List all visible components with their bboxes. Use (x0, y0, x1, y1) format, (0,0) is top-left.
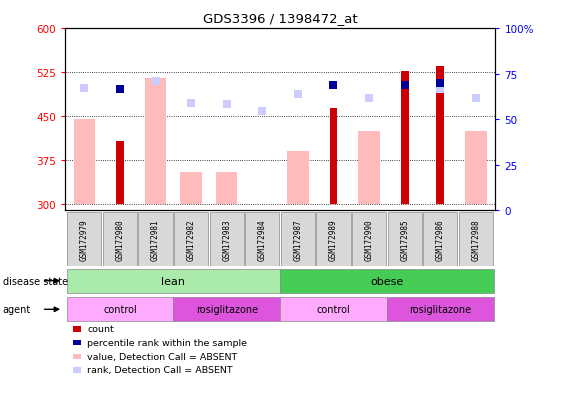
Text: GSM172981: GSM172981 (151, 218, 160, 260)
Text: lean: lean (162, 276, 185, 286)
Text: agent: agent (3, 304, 31, 315)
Bar (387, 212, 422, 266)
Bar (145, 79, 166, 205)
Text: control: control (316, 304, 350, 315)
Bar (316, 212, 351, 266)
Text: GSM172983: GSM172983 (222, 218, 231, 260)
Text: GSM172989: GSM172989 (329, 218, 338, 260)
Bar (216, 173, 238, 205)
Bar (401, 72, 409, 205)
Bar (66, 269, 280, 293)
Bar (359, 131, 380, 205)
Text: GSM172982: GSM172982 (186, 218, 195, 260)
Bar (74, 120, 95, 205)
Text: GSM172985: GSM172985 (400, 218, 409, 260)
Text: GSM172986: GSM172986 (436, 218, 445, 260)
Text: percentile rank within the sample: percentile rank within the sample (87, 338, 247, 347)
Bar (287, 152, 309, 205)
Text: GSM172979: GSM172979 (80, 218, 89, 260)
Bar (174, 212, 208, 266)
Bar (281, 212, 315, 266)
Text: rank, Detection Call = ABSENT: rank, Detection Call = ABSENT (87, 366, 233, 375)
Text: value, Detection Call = ABSENT: value, Detection Call = ABSENT (87, 352, 238, 361)
Text: GSM172980: GSM172980 (115, 218, 124, 260)
Text: rosiglitazone: rosiglitazone (409, 304, 471, 315)
Bar (465, 131, 486, 205)
Bar (280, 269, 494, 293)
Text: count: count (87, 325, 114, 334)
Bar (352, 212, 386, 266)
Text: GSM172990: GSM172990 (365, 218, 374, 260)
Bar (103, 212, 137, 266)
Bar (209, 212, 244, 266)
Text: rosiglitazone: rosiglitazone (195, 304, 258, 315)
Title: GDS3396 / 1398472_at: GDS3396 / 1398472_at (203, 12, 358, 25)
Bar (66, 297, 173, 322)
Text: GSM172984: GSM172984 (258, 218, 267, 260)
Text: GSM172987: GSM172987 (293, 218, 302, 260)
Bar (436, 67, 444, 205)
Text: control: control (103, 304, 137, 315)
Bar (116, 142, 124, 205)
Text: GSM172988: GSM172988 (471, 218, 480, 260)
Bar (280, 297, 387, 322)
Bar (173, 297, 280, 322)
Text: disease state: disease state (3, 276, 68, 286)
Bar (138, 212, 173, 266)
Bar (245, 212, 279, 266)
Bar (387, 297, 494, 322)
Bar (459, 212, 493, 266)
Bar (67, 212, 101, 266)
Bar (423, 212, 457, 266)
Bar (329, 109, 337, 205)
Text: obese: obese (370, 276, 404, 286)
Bar (180, 173, 202, 205)
